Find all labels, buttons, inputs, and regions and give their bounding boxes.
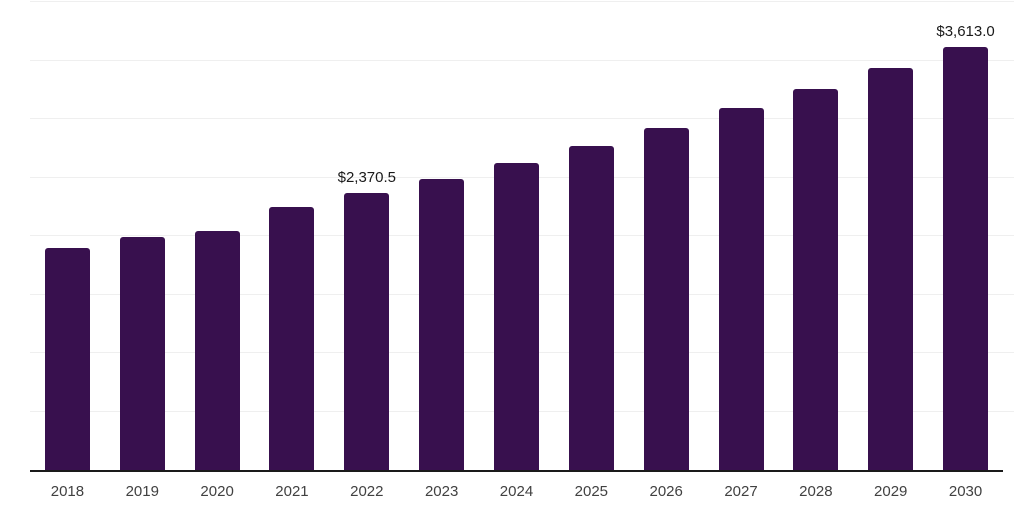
x-axis-label-2018: 2018 xyxy=(50,483,85,500)
bar-2028 xyxy=(793,88,839,470)
bar-slot-2023 xyxy=(404,2,479,470)
bar-slot-2026 xyxy=(629,2,704,470)
x-axis-label-2022: 2022 xyxy=(350,483,384,500)
value-label-2030: $3,613.0 xyxy=(936,23,995,41)
plot-area: $2,370.5 $3,613.0 xyxy=(30,1,1014,472)
bar-2021 xyxy=(269,206,315,470)
x-axis-label-2027: 2027 xyxy=(724,483,758,500)
bar-2023 xyxy=(419,178,465,470)
bar-slot-2022: $2,370.5 xyxy=(329,2,404,470)
bars-row: $2,370.5 $3,613.0 xyxy=(30,2,1003,470)
x-axis-label-2028: 2028 xyxy=(799,483,833,500)
x-axis-labels: 2018 2019 2020 2021 2022 2023 2024 2025 2026 2027… xyxy=(30,484,1003,500)
bar-2030 xyxy=(943,47,989,470)
bar-slot-2027 xyxy=(704,2,779,470)
bar-slot-2025 xyxy=(554,2,629,470)
gridline xyxy=(30,1,1014,2)
x-axis-label-2024: 2024 xyxy=(499,483,534,500)
bar-slot-2020 xyxy=(180,2,255,470)
x-axis-label-2030: 2030 xyxy=(948,483,983,500)
bar-2022 xyxy=(344,192,390,470)
bar-slot-2019 xyxy=(105,2,180,470)
x-axis-label-2021: 2021 xyxy=(275,483,309,500)
x-axis-label-2029: 2029 xyxy=(874,483,908,500)
bar-slot-2028 xyxy=(778,2,853,470)
x-axis-label-2020: 2020 xyxy=(200,483,234,500)
value-label-2022: $2,370.5 xyxy=(337,168,396,186)
x-axis-label-2023: 2023 xyxy=(424,483,459,500)
bar-slot-2021 xyxy=(255,2,330,470)
gridline xyxy=(30,59,1014,61)
bar-2027 xyxy=(718,108,764,470)
bar-2020 xyxy=(194,231,240,470)
bar-slot-2018 xyxy=(30,2,105,470)
bar-2018 xyxy=(44,247,90,470)
x-axis-label-2025: 2025 xyxy=(574,483,609,500)
bar-2019 xyxy=(119,237,165,470)
bar-slot-2024 xyxy=(479,2,554,470)
x-axis-line xyxy=(30,470,1003,472)
x-axis-label-2019: 2019 xyxy=(125,483,159,500)
gridline xyxy=(30,118,1014,119)
x-axis-label-2026: 2026 xyxy=(649,483,683,500)
bar-2025 xyxy=(568,145,614,470)
bar-2024 xyxy=(493,163,539,470)
bar-slot-2029 xyxy=(853,2,928,470)
bar-2029 xyxy=(868,67,914,470)
bar-2026 xyxy=(643,128,689,470)
bar-slot-2030: $3,613.0 xyxy=(928,2,1003,470)
